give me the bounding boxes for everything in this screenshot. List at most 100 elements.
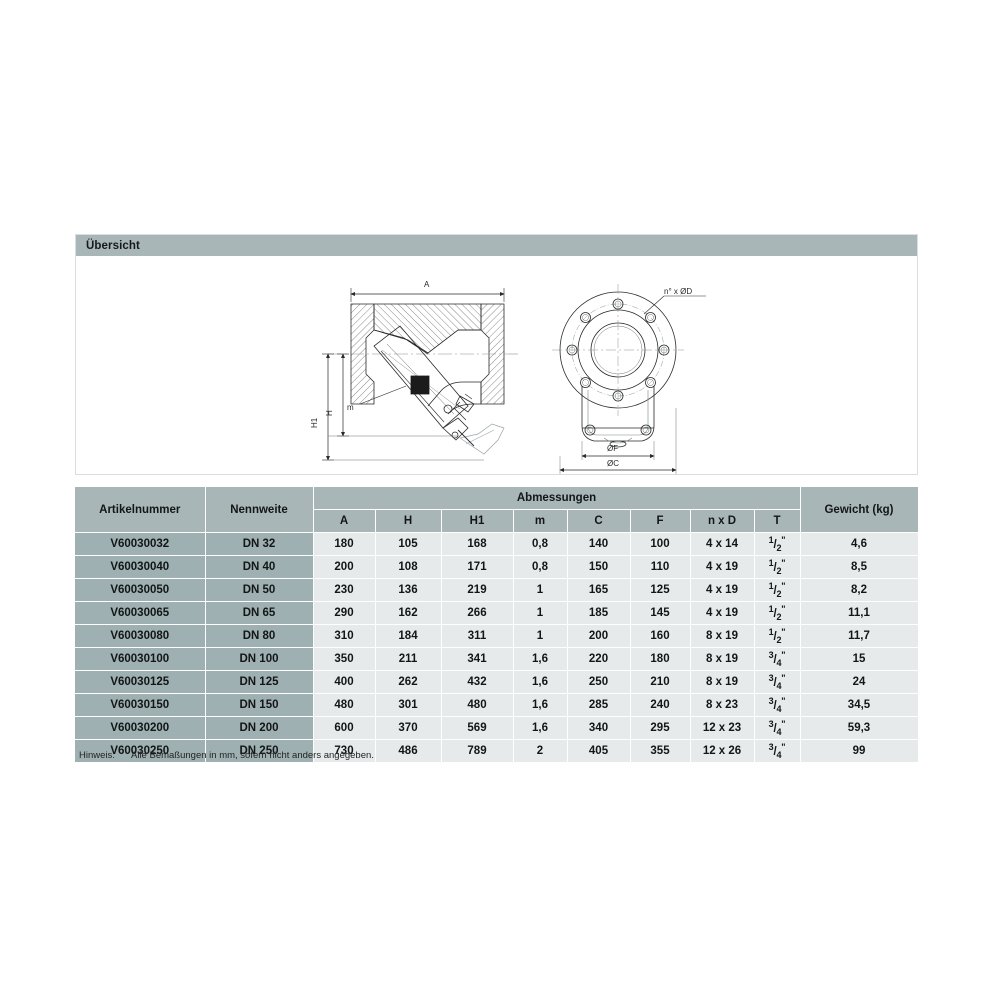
cell-h: 105 (375, 532, 442, 556)
cell-m: 1,6 (513, 647, 568, 671)
cell-nominal: DN 100 (205, 647, 314, 671)
cell-m: 2 (513, 739, 568, 763)
cell-nxd: 8 x 23 (690, 693, 755, 717)
table-row: V60030040 DN 40 200 108 171 0,8 150 110 4 x 19 1/… (75, 555, 919, 579)
cell-h: 136 (375, 578, 442, 602)
page-title: Übersicht (86, 239, 140, 252)
cell-nominal: DN 150 (205, 693, 314, 717)
cell-nxd: 4 x 19 (690, 555, 755, 579)
cell-t: 3/4" (754, 693, 801, 717)
column-header-article: Artikelnummer (75, 487, 206, 533)
table-row: V60030250 DN 250 730 486 789 2 405 355 12 x 26 3/… (75, 739, 919, 763)
column-header-a: A (313, 509, 376, 533)
dim-label-m: m (347, 403, 354, 412)
cell-weight: 15 (800, 647, 919, 671)
cell-a: 230 (313, 578, 376, 602)
table-row: V60030050 DN 50 230 136 219 1 165 125 4 x 19 1/2"… (75, 578, 919, 602)
cell-h1: 266 (441, 601, 514, 625)
cell-m: 1,6 (513, 693, 568, 717)
cell-nominal: DN 65 (205, 601, 314, 625)
column-header-h: H (375, 509, 442, 533)
column-group-header-dimensions: Abmessungen (313, 487, 801, 510)
cell-article: V60030250 (75, 739, 206, 763)
cell-h1: 168 (441, 532, 514, 556)
cell-f: 355 (630, 739, 691, 763)
cell-nxd: 12 x 26 (690, 739, 755, 763)
dim-label-of: ØF (607, 444, 619, 453)
table-row: V60030065 DN 65 290 162 266 1 185 145 4 x 19 1/2"… (75, 601, 919, 625)
cell-weight: 99 (800, 739, 919, 763)
cell-weight: 8,5 (800, 555, 919, 579)
cell-t: 3/4" (754, 647, 801, 671)
cell-m: 1,6 (513, 716, 568, 740)
cell-article: V60030100 (75, 647, 206, 671)
column-header-c: C (567, 509, 631, 533)
cell-weight: 4,6 (800, 532, 919, 556)
cell-a: 730 (313, 739, 376, 763)
cell-weight: 8,2 (800, 578, 919, 602)
cell-nominal: DN 125 (205, 670, 314, 694)
dim-label-h1: H1 (310, 417, 319, 428)
dim-label-oc: ØC (607, 459, 619, 468)
cell-h1: 569 (441, 716, 514, 740)
specification-table-container: Artikelnummer Nennweite Abmessungen Gewi… (75, 487, 919, 763)
y-strainer-end-view: n° x ØD ØF ØC (546, 278, 736, 483)
cell-a: 400 (313, 670, 376, 694)
cell-m: 1 (513, 601, 568, 625)
table-row: V60030200 DN 200 600 370 569 1,6 340 295 12 x 23… (75, 716, 919, 740)
cell-c: 165 (567, 578, 631, 602)
column-header-t: T (754, 509, 801, 533)
cell-c: 200 (567, 624, 631, 648)
cell-article: V60030050 (75, 578, 206, 602)
cell-m: 0,8 (513, 555, 568, 579)
table-row: V60030080 DN 80 310 184 311 1 200 160 8 x 19 1/2"… (75, 624, 919, 648)
cell-t: 1/2" (754, 624, 801, 648)
cell-h: 162 (375, 601, 442, 625)
cell-m: 1 (513, 624, 568, 648)
cell-c: 220 (567, 647, 631, 671)
cell-a: 480 (313, 693, 376, 717)
cell-a: 200 (313, 555, 376, 579)
cell-h: 370 (375, 716, 442, 740)
cell-nxd: 8 x 19 (690, 647, 755, 671)
cell-weight: 11,1 (800, 601, 919, 625)
cell-nominal: DN 50 (205, 578, 314, 602)
cell-h1: 789 (441, 739, 514, 763)
cell-h: 108 (375, 555, 442, 579)
overview-title-bar: Übersicht (76, 235, 917, 256)
cell-f: 100 (630, 532, 691, 556)
cell-a: 180 (313, 532, 376, 556)
cell-h: 301 (375, 693, 442, 717)
cell-nxd: 8 x 19 (690, 624, 755, 648)
cell-article: V60030150 (75, 693, 206, 717)
cell-nominal: DN 200 (205, 716, 314, 740)
dim-label-bolt-pattern: n° x ØD (664, 287, 693, 296)
column-header-nxd: n x D (690, 509, 755, 533)
cell-f: 295 (630, 716, 691, 740)
cell-m: 1,6 (513, 670, 568, 694)
cell-h1: 171 (441, 555, 514, 579)
y-strainer-section-view: A H1 H m (308, 278, 548, 483)
cell-article: V60030032 (75, 532, 206, 556)
footnote-label: Hinweis: (79, 750, 115, 761)
cell-a: 350 (313, 647, 376, 671)
cell-c: 285 (567, 693, 631, 717)
cell-t: 1/2" (754, 601, 801, 625)
cell-h1: 432 (441, 670, 514, 694)
cell-t: 1/2" (754, 578, 801, 602)
overview-panel: Übersicht (75, 234, 918, 475)
cell-article: V60030040 (75, 555, 206, 579)
cell-nominal: DN 32 (205, 532, 314, 556)
table-row: V60030125 DN 125 400 262 432 1,6 250 210 8 x 19 3… (75, 670, 919, 694)
cell-nominal: DN 250 (205, 739, 314, 763)
cell-c: 340 (567, 716, 631, 740)
table-header-row-top: Artikelnummer Nennweite Abmessungen Gewi… (75, 487, 919, 533)
column-header-f: F (630, 509, 691, 533)
specification-table: Artikelnummer Nennweite Abmessungen Gewi… (75, 487, 919, 763)
cell-h: 262 (375, 670, 442, 694)
cell-nxd: 12 x 23 (690, 716, 755, 740)
cell-c: 405 (567, 739, 631, 763)
cell-m: 1 (513, 578, 568, 602)
cell-f: 180 (630, 647, 691, 671)
cell-f: 110 (630, 555, 691, 579)
